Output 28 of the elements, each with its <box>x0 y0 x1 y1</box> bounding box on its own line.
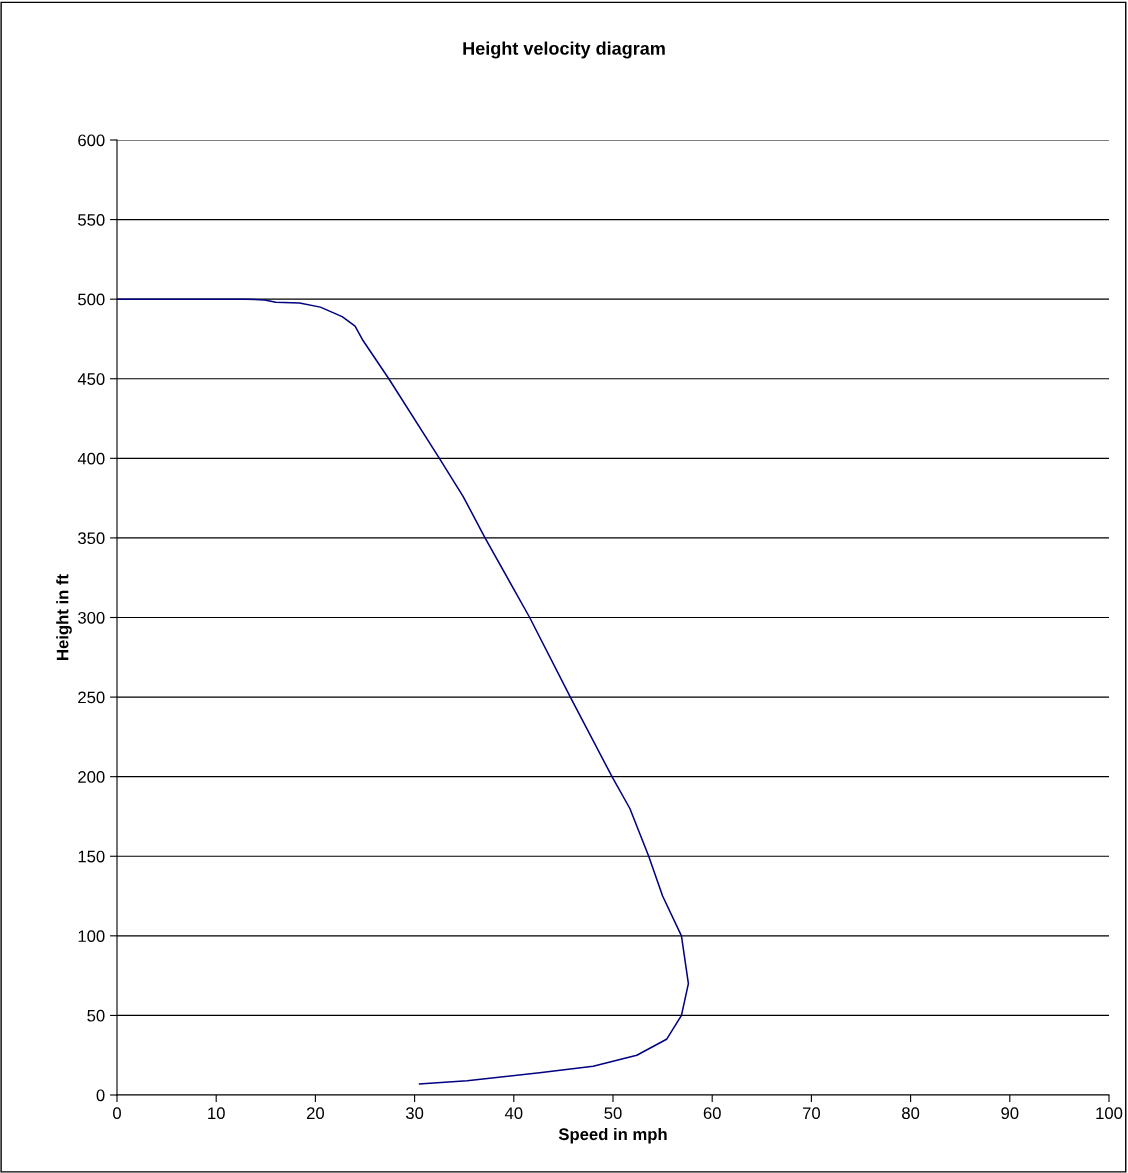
x-tick-label: 40 <box>504 1107 523 1120</box>
x-tick-label: 20 <box>306 1107 325 1120</box>
x-tick-label: 0 <box>113 1107 121 1120</box>
y-tick-label: 200 <box>78 771 105 783</box>
y-tick-label: 300 <box>78 611 105 624</box>
x-tick-label: 50 <box>604 1107 622 1120</box>
x-axis-title: Speed in mph <box>558 1127 667 1144</box>
x-tick-label: 100 <box>1096 1107 1123 1120</box>
x-tick-label: 90 <box>1001 1107 1019 1120</box>
line-series <box>117 298 690 1085</box>
y-tick-label: 100 <box>78 930 105 943</box>
y-tick-label: 0 <box>96 1089 105 1102</box>
y-tick-label: 50 <box>87 1009 105 1022</box>
y-tick-label: 150 <box>78 850 105 863</box>
y-axis-title: Height in ft <box>56 574 72 660</box>
x-tick-label: 60 <box>703 1107 721 1120</box>
x-tick-label: 70 <box>802 1107 821 1120</box>
y-tick-label: 350 <box>78 532 105 545</box>
x-tick-label: 10 <box>208 1107 225 1120</box>
y-tick-label: 500 <box>78 293 105 306</box>
x-tick-label: 80 <box>902 1107 920 1120</box>
x-tick-label: 30 <box>405 1107 424 1120</box>
y-tick-label: 550 <box>78 213 105 226</box>
y-tick-label: 250 <box>78 691 105 704</box>
y-tick-label: 600 <box>78 134 105 147</box>
y-tick-label: 450 <box>77 373 105 385</box>
y-tick-label: 400 <box>77 452 105 465</box>
chart-title: Height velocity diagram <box>463 41 665 59</box>
